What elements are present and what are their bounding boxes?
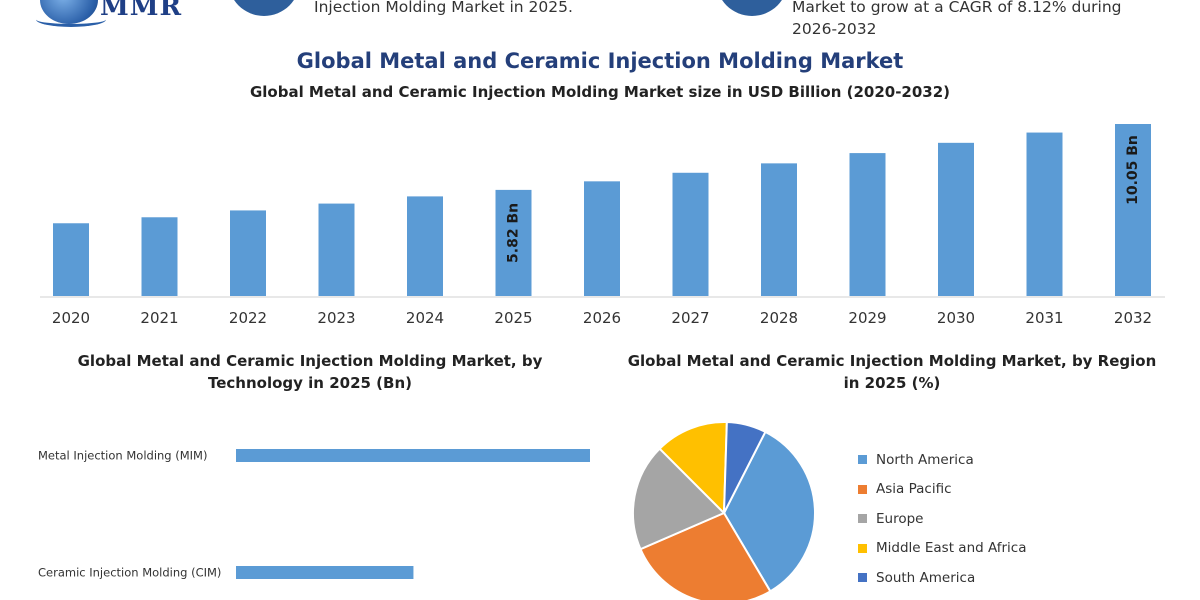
bar-2025 — [495, 189, 532, 296]
bar-2022 — [230, 210, 266, 296]
bar-2020 — [53, 223, 89, 296]
legend-label: Europe — [876, 510, 924, 527]
pie-slice-europe — [632, 447, 726, 551]
x-tick-label: 2031 — [1025, 309, 1063, 327]
legend-swatch — [858, 543, 867, 553]
data-label-2025: 5.82 Bn — [506, 203, 522, 263]
legend-swatch — [858, 514, 867, 524]
bar-2027 — [672, 172, 709, 296]
bar-2023 — [318, 203, 355, 296]
legend-item: Middle East and Africa — [858, 534, 1027, 564]
x-tick-label: 2026 — [583, 309, 621, 327]
region-title-line1: Global Metal and Ceramic Injection Moldi… — [627, 352, 1157, 370]
hbar-category-label: Ceramic Injection Molding (CIM) — [38, 566, 221, 580]
hbar-cim — [236, 566, 414, 579]
legend-item: North America — [858, 445, 1027, 475]
x-tick-label: 2020 — [52, 309, 90, 327]
legend-label: Asia Pacific — [876, 481, 952, 498]
pie-slice-middle-east-and-africa — [658, 421, 728, 516]
bar-2028 — [761, 163, 797, 296]
x-tick-label: 2022 — [229, 309, 267, 327]
x-tick-label: 2027 — [671, 309, 709, 327]
bar-2030 — [938, 142, 974, 296]
x-tick-label: 2032 — [1114, 309, 1152, 327]
legend-item: Europe — [858, 504, 1027, 534]
bar-2032 — [1115, 124, 1151, 296]
info-left-text: Injection Molding Market in 2025. — [314, 0, 573, 16]
pie-slice-north-america — [722, 430, 816, 593]
legend-label: Middle East and Africa — [876, 540, 1027, 557]
legend-swatch — [858, 455, 867, 465]
chart-title: Global Metal and Ceramic Injection Moldi… — [296, 49, 904, 73]
bar-2021 — [141, 217, 178, 296]
top-banner: MMR Injection Molding Market in 2025. Ma… — [0, 0, 1200, 44]
logo-text: MMR — [100, 0, 183, 22]
technology-chart-title: Global Metal and Ceramic Injection Moldi… — [60, 350, 560, 394]
info-right-line1: Market to grow at a CAGR of 8.12% during — [792, 0, 1122, 16]
pie-slice-south-america — [723, 421, 767, 514]
x-tick-label: 2025 — [494, 309, 532, 327]
x-tick-label: 2028 — [760, 309, 798, 327]
hbar-category-label: Metal Injection Molding (MIM) — [38, 449, 207, 463]
x-tick-label: 2021 — [140, 309, 178, 327]
legend-label: South America — [876, 569, 976, 586]
legend-label: North America — [876, 451, 974, 468]
region-chart-title: Global Metal and Ceramic Injection Moldi… — [612, 350, 1172, 394]
data-label-2032: 10.05 Bn — [1125, 135, 1141, 205]
technology-title-line1: Global Metal and Ceramic Injection Moldi… — [77, 352, 543, 370]
x-tick-label: 2030 — [937, 309, 975, 327]
region-legend: North America Asia Pacific Europe Middle Ea… — [858, 445, 1027, 593]
legend-item: South America — [858, 563, 1027, 593]
bar-2026 — [584, 181, 620, 296]
x-tick-label: 2023 — [317, 309, 355, 327]
legend-swatch — [858, 573, 867, 583]
chart-subtitle: Global Metal and Ceramic Injection Moldi… — [249, 83, 951, 101]
bar-2029 — [849, 153, 886, 296]
legend-item: Asia Pacific — [858, 475, 1027, 505]
logo-swoosh — [36, 12, 106, 27]
hbar-mim — [236, 449, 590, 462]
x-tick-label: 2029 — [848, 309, 886, 327]
bar-2024 — [407, 196, 443, 296]
legend-swatch — [858, 484, 867, 494]
region-title-line2: in 2025 (%) — [843, 374, 941, 392]
bar-2031 — [1026, 132, 1063, 296]
technology-title-line2: Technology in 2025 (Bn) — [208, 374, 412, 392]
info-right-line2: 2026-2032 — [792, 20, 877, 38]
x-tick-label: 2024 — [406, 309, 444, 327]
